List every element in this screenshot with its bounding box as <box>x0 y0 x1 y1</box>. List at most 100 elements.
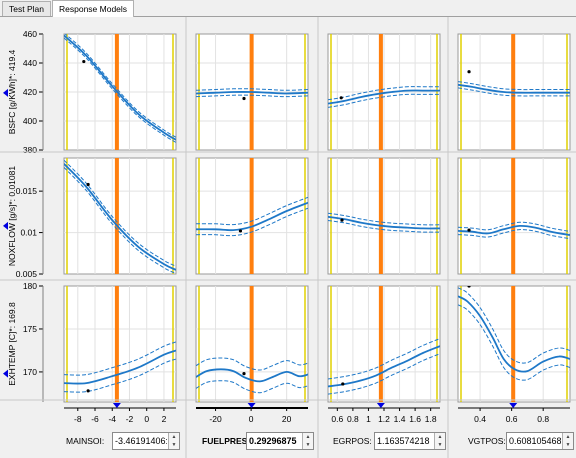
plot-cell-bsfc-vgtpos <box>457 33 571 151</box>
x-tick-label: -2 <box>126 414 134 424</box>
response-curve-line <box>458 224 570 236</box>
curve-group <box>64 341 176 393</box>
curve-group <box>64 34 176 143</box>
y-tick-label: 175 <box>23 324 37 334</box>
response-curve-line <box>196 201 308 232</box>
y-tick-label: 440 <box>23 58 37 68</box>
y-tick-label: 0.015 <box>16 186 38 196</box>
spinner-arrows-icon[interactable]: ▲ ▼ <box>168 433 179 449</box>
factor-value-egrpos-spinner[interactable]: ▲▼ <box>374 432 446 450</box>
y-tick-label: 0.01 <box>20 228 37 238</box>
column-marker-down-triangle-icon <box>509 403 518 408</box>
spin-down-icon[interactable]: ▼ <box>305 442 311 448</box>
curve-group <box>64 159 176 274</box>
plot-cell-exhtemp-mainsoi <box>63 285 177 403</box>
x-tick-label: 1.2 <box>378 414 390 424</box>
y-tick-label: 420 <box>23 87 37 97</box>
row-marker-left-triangle-icon <box>3 369 8 378</box>
x-tick-label: 0.6 <box>331 414 343 424</box>
x-tick-label: 0.6 <box>506 414 518 424</box>
data-point <box>467 228 471 232</box>
factor-label-egrpos: EGRPOS: <box>333 436 372 446</box>
curve-group <box>328 86 440 108</box>
response-curve-line <box>196 368 308 383</box>
plot-cell-bsfc-egrpos <box>327 33 441 151</box>
tab-test-plan[interactable]: Test Plan <box>2 1 51 16</box>
spin-down-icon[interactable]: ▼ <box>565 442 571 448</box>
x-tick-label: 0.4 <box>474 414 486 424</box>
curve-group <box>458 286 570 381</box>
confidence-upper-line <box>196 88 308 91</box>
response-curve-line <box>328 89 440 105</box>
confidence-lower-line <box>64 358 176 393</box>
factor-value-mainsoi-input[interactable] <box>113 433 179 449</box>
data-point <box>341 382 345 386</box>
spin-down-icon[interactable]: ▼ <box>171 442 177 448</box>
x-tick-label: 1.4 <box>394 414 406 424</box>
x-tick-label: 0.8 <box>537 414 549 424</box>
spinner-arrows-icon[interactable]: ▲ ▼ <box>302 433 313 449</box>
confidence-upper-line <box>196 357 308 371</box>
confidence-lower-line <box>328 93 440 108</box>
response-label-bsfc: BSFC [g/KWh]*: 419.4 <box>7 49 17 134</box>
factor-value-vgtpos-spinner[interactable]: ▲▼ <box>506 432 574 450</box>
y-tick-label: 400 <box>23 116 37 126</box>
column-marker-down-triangle-icon <box>247 403 256 408</box>
confidence-upper-line <box>64 159 176 267</box>
spin-down-icon[interactable]: ▼ <box>437 442 443 448</box>
data-point <box>86 389 90 393</box>
response-curve-line <box>64 163 176 271</box>
response-curve-line <box>64 349 176 385</box>
data-point <box>86 182 90 187</box>
x-tick-label: 1 <box>366 414 371 424</box>
curve-group <box>196 196 308 237</box>
plot-cell-frame <box>63 285 177 403</box>
confidence-upper-line <box>458 221 570 232</box>
x-tick-label: 0 <box>249 414 254 424</box>
x-tick-label: -4 <box>108 414 116 424</box>
plot-cell-exhtemp-vgtpos <box>457 285 571 403</box>
confidence-upper-line <box>328 212 440 226</box>
factor-value-egrpos-input[interactable] <box>375 433 445 449</box>
factor-value-mainsoi-spinner[interactable]: ▲▼ <box>112 432 180 450</box>
confidence-upper-line <box>328 338 440 380</box>
plot-cell-exhtemp-egrpos <box>327 285 441 403</box>
confidence-lower-line <box>196 207 308 237</box>
confidence-lower-line <box>458 87 570 97</box>
plot-cell-frame <box>63 157 177 275</box>
confidence-lower-line <box>196 94 308 98</box>
y-tick-label: 180 <box>23 281 37 291</box>
spin-up-icon[interactable]: ▲ <box>305 434 311 440</box>
curve-group <box>328 338 440 395</box>
factor-label-vgtpos: VGTPOS: <box>468 436 506 446</box>
row-marker-left-triangle-icon <box>3 221 8 230</box>
factor-value-fuelpress-spinner[interactable]: ▲▼ <box>246 432 314 450</box>
confidence-lower-line <box>458 229 570 240</box>
data-point <box>339 96 343 100</box>
tab-response-models[interactable]: Response Models <box>52 0 135 17</box>
confidence-upper-line <box>64 341 176 376</box>
x-tick-label: 1.8 <box>425 414 437 424</box>
curve-group <box>458 70 570 97</box>
response-curve-line <box>64 34 176 141</box>
spinner-arrows-icon[interactable]: ▲ ▼ <box>562 433 573 449</box>
y-tick-label: 0.005 <box>16 269 38 279</box>
x-tick-label: 0 <box>144 414 149 424</box>
spin-up-icon[interactable]: ▲ <box>171 434 177 440</box>
confidence-lower-line <box>328 220 440 233</box>
factor-label-fuelpress: FUELPRES... <box>202 436 255 446</box>
plot-cell-exhtemp-fuelpress <box>195 285 309 403</box>
row-marker-left-triangle-icon <box>3 88 8 97</box>
data-point <box>340 218 344 222</box>
spinner-arrows-icon[interactable]: ▲ ▼ <box>434 433 445 449</box>
factor-value-fuelpress-input[interactable] <box>247 433 313 449</box>
x-tick-label: 1.6 <box>409 414 421 424</box>
spin-up-icon[interactable]: ▲ <box>565 434 571 440</box>
spin-up-icon[interactable]: ▲ <box>437 434 443 440</box>
confidence-lower-line <box>64 167 176 274</box>
data-point <box>467 286 471 288</box>
y-tick-label: 380 <box>23 145 37 155</box>
confidence-lower-line <box>196 380 308 394</box>
factor-value-vgtpos-input[interactable] <box>507 433 573 449</box>
plot-cell-noxflow-fuelpress <box>195 157 309 275</box>
